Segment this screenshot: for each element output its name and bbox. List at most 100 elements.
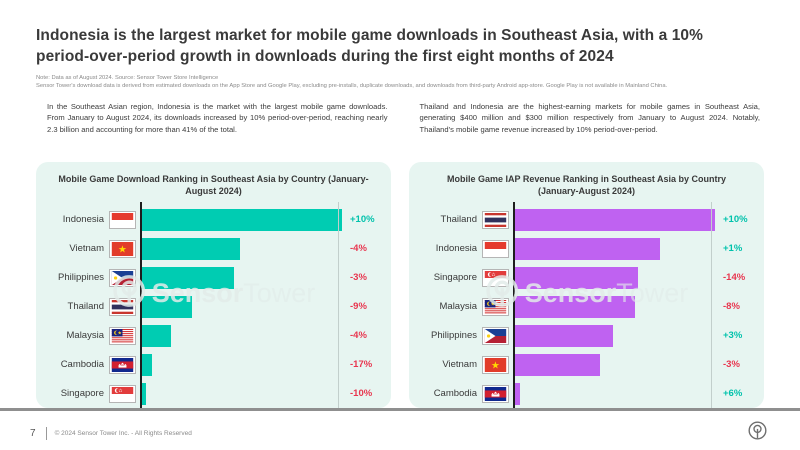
value-bar <box>142 295 192 318</box>
download-ranking-chart: Mobile Game Download Ranking in Southeas… <box>36 162 391 408</box>
value-bar <box>515 382 520 405</box>
footer-divider <box>0 408 800 411</box>
chart-row-thailand: Thailand -9% <box>44 292 383 321</box>
bar-track <box>142 295 342 318</box>
bar-track <box>142 324 342 347</box>
value-bar <box>142 382 147 405</box>
value-bar <box>515 353 600 376</box>
country-label: Malaysia <box>439 301 478 313</box>
max-gridline <box>338 202 339 408</box>
charts-row: Mobile Game Download Ranking in Southeas… <box>36 162 764 408</box>
thailand-flag-icon <box>109 297 136 316</box>
value-bar <box>142 266 235 289</box>
indonesia-flag-icon <box>109 210 136 229</box>
country-label: Indonesia <box>62 214 104 226</box>
change-percentage: -10% <box>350 388 373 400</box>
svg-text:★: ★ <box>117 330 122 336</box>
value-bar <box>142 353 153 376</box>
chart-row-indonesia: Indonesia +10% <box>44 205 383 234</box>
bar-track <box>142 266 342 289</box>
page-number: 7 <box>30 427 36 439</box>
value-bar <box>142 324 171 347</box>
y-axis-line <box>140 202 142 408</box>
change-percentage: +1% <box>723 243 743 255</box>
note-line-2: Sensor Tower's download data is derived … <box>36 83 668 90</box>
value-bar <box>142 237 241 260</box>
change-percentage: -17% <box>350 359 373 371</box>
vietnam-flag-icon: ★ <box>109 239 136 258</box>
y-axis-line <box>513 202 515 408</box>
bar-track <box>515 266 715 289</box>
intro-paragraph-downloads: In the Southeast Asian region, Indonesia… <box>47 101 388 135</box>
svg-text:★: ★ <box>490 301 495 307</box>
thailand-flag-icon <box>482 210 509 229</box>
chart-rows: Indonesia +10% Vietnam ★ -4% Philippines -3% Th… <box>44 202 383 408</box>
slide-footer: 7 © 2024 Sensor Tower Inc. - All Rights … <box>0 420 800 446</box>
intro-paragraphs: In the Southeast Asian region, Indonesia… <box>0 91 800 136</box>
slide-title: Indonesia is the largest market for mobi… <box>36 27 704 65</box>
singapore-flag-icon <box>109 384 136 403</box>
bar-track <box>142 353 342 376</box>
chart-row-malaysia: Malaysia ★ -4% <box>44 321 383 350</box>
country-label: Cambodia <box>433 388 477 400</box>
chart-rows: Thailand +10% Indonesia +1% Singapore -14% Mal… <box>417 202 756 408</box>
change-percentage: -4% <box>350 243 367 255</box>
note-line-1: Note: Data as of August 2024. Source: Se… <box>36 74 219 81</box>
bar-track <box>515 237 715 260</box>
chart-row-singapore: Singapore -10% <box>44 379 383 408</box>
chart-row-vietnam: Vietnam ★ -4% <box>44 234 383 263</box>
bar-track <box>515 208 715 231</box>
chart-row-malaysia: Malaysia ★ -8% <box>417 292 756 321</box>
copyright-text: © 2024 Sensor Tower Inc. - All Rights Re… <box>54 429 192 437</box>
singapore-flag-icon <box>482 268 509 287</box>
change-percentage: -14% <box>723 272 746 284</box>
chart-row-thailand: Thailand +10% <box>417 205 756 234</box>
bar-track <box>515 382 715 405</box>
chart-title: Mobile Game Download Ranking in Southeas… <box>58 174 369 196</box>
change-percentage: -3% <box>350 272 367 284</box>
country-label: Philippines <box>58 272 104 284</box>
vietnam-flag-icon: ★ <box>482 355 509 374</box>
change-percentage: +3% <box>723 330 743 342</box>
bar-track <box>142 208 342 231</box>
cambodia-flag-icon <box>482 384 509 403</box>
source-notes: Note: Data as of August 2024. Source: Se… <box>36 74 760 91</box>
country-label: Thailand <box>440 214 477 226</box>
indonesia-flag-icon <box>482 239 509 258</box>
chart-row-vietnam: Vietnam ★ -3% <box>417 350 756 379</box>
change-percentage: -4% <box>350 330 367 342</box>
chart-row-cambodia: Cambodia +6% <box>417 379 756 408</box>
bar-track <box>142 237 342 260</box>
bar-track <box>142 382 342 405</box>
sensor-tower-logo-icon <box>747 420 768 446</box>
malaysia-flag-icon: ★ <box>109 326 136 345</box>
country-label: Malaysia <box>66 330 105 342</box>
change-percentage: -9% <box>350 301 367 313</box>
max-gridline <box>711 202 712 408</box>
chart-row-philippines: Philippines +3% <box>417 321 756 350</box>
chart-row-cambodia: Cambodia -17% <box>44 350 383 379</box>
value-bar <box>515 324 613 347</box>
country-label: Singapore <box>60 388 104 400</box>
intro-paragraph-revenue: Thailand and Indonesia are the highest-e… <box>419 101 761 135</box>
country-label: Vietnam <box>69 243 104 255</box>
bar-track <box>515 324 715 347</box>
svg-text:★: ★ <box>118 244 127 255</box>
slide-header: Indonesia is the largest market for mobi… <box>0 0 800 91</box>
bar-track <box>515 295 715 318</box>
country-label: Philippines <box>431 330 477 342</box>
country-label: Thailand <box>67 301 104 313</box>
value-bar <box>515 295 635 318</box>
country-label: Cambodia <box>60 359 104 371</box>
svg-text:★: ★ <box>491 360 500 371</box>
change-percentage: -3% <box>723 359 740 371</box>
value-bar <box>515 266 638 289</box>
chart-row-singapore: Singapore -14% <box>417 263 756 292</box>
change-percentage: +10% <box>723 214 748 226</box>
value-bar <box>515 208 715 231</box>
philippines-flag-icon <box>109 268 136 287</box>
footer-separator <box>45 426 47 440</box>
chart-row-philippines: Philippines -3% <box>44 263 383 292</box>
chart-title: Mobile Game IAP Revenue Ranking in South… <box>446 174 727 196</box>
